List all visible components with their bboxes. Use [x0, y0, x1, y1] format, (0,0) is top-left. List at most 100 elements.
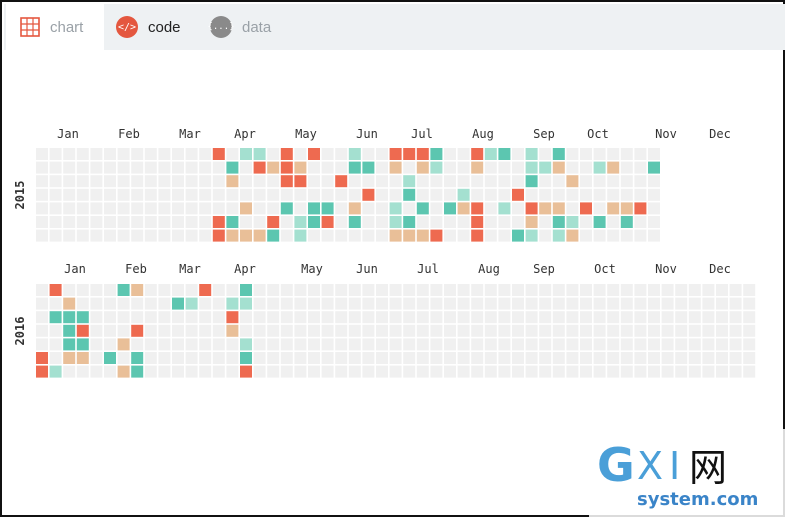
- heatmap-cell[interactable]: [63, 202, 76, 215]
- heatmap-cell[interactable]: [63, 311, 76, 324]
- heatmap-cell[interactable]: [648, 352, 660, 364]
- heatmap-cell[interactable]: [457, 188, 470, 201]
- heatmap-cell[interactable]: [702, 297, 715, 310]
- heatmap-cell[interactable]: [634, 148, 647, 160]
- heatmap-cell[interactable]: [484, 202, 497, 215]
- heatmap-cell[interactable]: [688, 311, 701, 324]
- heatmap-cell[interactable]: [144, 365, 157, 378]
- heatmap-cell[interactable]: [36, 338, 48, 351]
- heatmap-cell[interactable]: [131, 188, 144, 201]
- heatmap-cell[interactable]: [539, 202, 552, 215]
- heatmap-cell[interactable]: [620, 297, 633, 310]
- heatmap-cell[interactable]: [226, 324, 239, 337]
- heatmap-cell[interactable]: [185, 365, 198, 378]
- heatmap-cell[interactable]: [212, 324, 225, 337]
- heatmap-cell[interactable]: [104, 229, 116, 242]
- heatmap-cell[interactable]: [212, 148, 225, 160]
- heatmap-cell[interactable]: [444, 161, 456, 174]
- heatmap-cell[interactable]: [63, 161, 76, 174]
- heatmap-cell[interactable]: [498, 175, 511, 188]
- heatmap-cell[interactable]: [117, 202, 130, 215]
- heatmap-cell[interactable]: [321, 284, 334, 296]
- heatmap-cell[interactable]: [185, 175, 198, 188]
- heatmap-cell[interactable]: [348, 148, 361, 160]
- heatmap-cell[interactable]: [36, 311, 48, 324]
- heatmap-cell[interactable]: [362, 175, 375, 188]
- heatmap-cell[interactable]: [539, 148, 552, 160]
- heatmap-cell[interactable]: [607, 216, 620, 228]
- heatmap-cell[interactable]: [444, 202, 456, 215]
- heatmap-cell[interactable]: [253, 188, 266, 201]
- heatmap-cell[interactable]: [104, 338, 116, 351]
- heatmap-cell[interactable]: [525, 284, 538, 296]
- heatmap-cell[interactable]: [430, 188, 443, 201]
- heatmap-cell[interactable]: [90, 297, 103, 310]
- heatmap-cell[interactable]: [389, 311, 402, 324]
- heatmap-cell[interactable]: [280, 365, 293, 378]
- heatmap-cell[interactable]: [376, 365, 388, 378]
- heatmap-cell[interactable]: [457, 311, 470, 324]
- heatmap-cell[interactable]: [131, 175, 144, 188]
- heatmap-cell[interactable]: [280, 188, 293, 201]
- heatmap-cell[interactable]: [63, 229, 76, 242]
- heatmap-cell[interactable]: [416, 365, 429, 378]
- heatmap-cell[interactable]: [675, 338, 688, 351]
- heatmap-cell[interactable]: [362, 311, 375, 324]
- heatmap-cell[interactable]: [648, 284, 660, 296]
- heatmap-cell[interactable]: [117, 161, 130, 174]
- heatmap-cell[interactable]: [335, 352, 348, 364]
- heatmap-cell[interactable]: [552, 161, 565, 174]
- heatmap-cell[interactable]: [525, 188, 538, 201]
- heatmap-cell[interactable]: [416, 297, 429, 310]
- heatmap-cell[interactable]: [253, 202, 266, 215]
- heatmap-cell[interactable]: [552, 202, 565, 215]
- tab-data[interactable]: {...} data: [200, 4, 290, 50]
- heatmap-cell[interactable]: [199, 352, 212, 364]
- heatmap-cell[interactable]: [389, 229, 402, 242]
- heatmap-cell[interactable]: [389, 175, 402, 188]
- heatmap-cell[interactable]: [308, 148, 320, 160]
- heatmap-cell[interactable]: [348, 229, 361, 242]
- heatmap-cell[interactable]: [430, 324, 443, 337]
- heatmap-cell[interactable]: [212, 216, 225, 228]
- heatmap-cell[interactable]: [648, 338, 660, 351]
- heatmap-cell[interactable]: [158, 161, 171, 174]
- heatmap-cell[interactable]: [675, 284, 688, 296]
- heatmap-cell[interactable]: [498, 148, 511, 160]
- heatmap-cell[interactable]: [566, 229, 579, 242]
- heatmap-cell[interactable]: [36, 324, 48, 337]
- heatmap-cell[interactable]: [335, 338, 348, 351]
- heatmap-cell[interactable]: [525, 338, 538, 351]
- heatmap-cell[interactable]: [607, 284, 620, 296]
- heatmap-cell[interactable]: [280, 202, 293, 215]
- heatmap-cell[interactable]: [49, 297, 62, 310]
- heatmap-cell[interactable]: [566, 365, 579, 378]
- heatmap-cell[interactable]: [648, 175, 660, 188]
- heatmap-cell[interactable]: [362, 188, 375, 201]
- heatmap-cell[interactable]: [539, 175, 552, 188]
- heatmap-cell[interactable]: [498, 229, 511, 242]
- heatmap-cell[interactable]: [158, 229, 171, 242]
- heatmap-cell[interactable]: [512, 161, 524, 174]
- heatmap-cell[interactable]: [49, 324, 62, 337]
- heatmap-cell[interactable]: [376, 175, 388, 188]
- heatmap-cell[interactable]: [444, 365, 456, 378]
- heatmap-cell[interactable]: [362, 229, 375, 242]
- heatmap-cell[interactable]: [226, 202, 239, 215]
- heatmap-cell[interactable]: [321, 188, 334, 201]
- heatmap-cell[interactable]: [430, 161, 443, 174]
- heatmap-cell[interactable]: [117, 365, 130, 378]
- heatmap-cell[interactable]: [240, 338, 252, 351]
- heatmap-cell[interactable]: [607, 311, 620, 324]
- heatmap-cell[interactable]: [389, 148, 402, 160]
- heatmap-cell[interactable]: [512, 148, 524, 160]
- heatmap-cell[interactable]: [212, 175, 225, 188]
- heatmap-cell[interactable]: [63, 284, 76, 296]
- heatmap-cell[interactable]: [484, 229, 497, 242]
- heatmap-cell[interactable]: [634, 175, 647, 188]
- heatmap-cell[interactable]: [348, 161, 361, 174]
- heatmap-cell[interactable]: [498, 188, 511, 201]
- heatmap-cell[interactable]: [199, 216, 212, 228]
- heatmap-cell[interactable]: [498, 216, 511, 228]
- heatmap-cell[interactable]: [199, 338, 212, 351]
